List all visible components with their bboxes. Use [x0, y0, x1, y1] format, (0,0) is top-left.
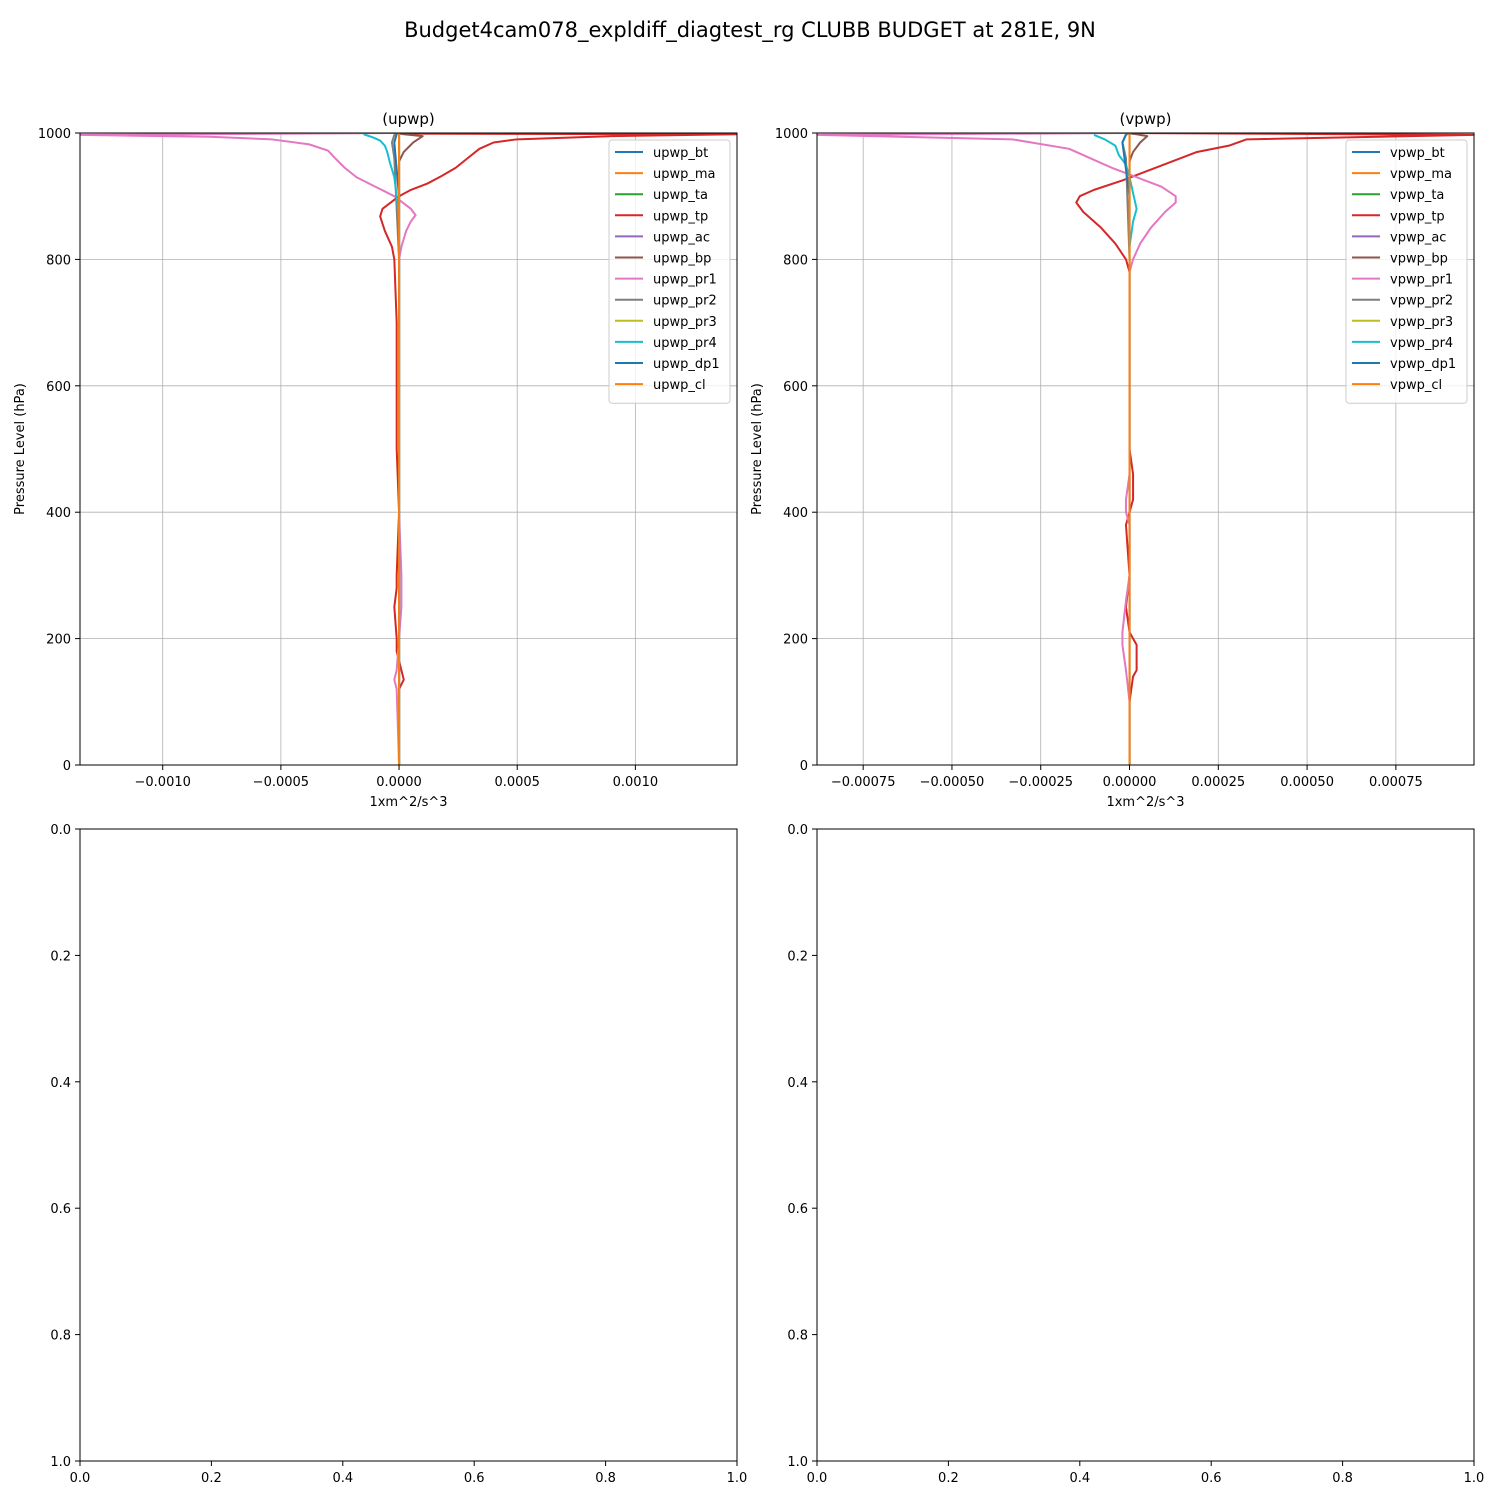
x-axis-label: 1xm^2/s^3 — [369, 795, 447, 810]
y-tick-label: 1000 — [775, 127, 808, 142]
y-tick-label: 0.0 — [50, 823, 71, 838]
legend-label-vpwp_pr1: vpwp_pr1 — [1390, 273, 1453, 288]
x-tick-label: 0.00075 — [1369, 775, 1423, 790]
x-tick-label: 0.0005 — [494, 775, 540, 790]
x-tick-label: 1.0 — [727, 1471, 748, 1486]
x-tick-label: −0.0010 — [135, 775, 191, 790]
legend-label-vpwp_bt: vpwp_bt — [1390, 146, 1445, 161]
x-tick-label: 0.00025 — [1191, 775, 1245, 790]
x-tick-label: −0.0005 — [253, 775, 309, 790]
axes-frame — [816, 132, 1475, 766]
series-line-vpwp_pr1 — [817, 133, 1177, 765]
subplot-title: (upwp) — [382, 110, 435, 128]
subplot-2: −0.00075 −0.00050 −0.00025 0.00000 0.00025 0.… — [750, 110, 1475, 810]
y-axis-label: Pressure Level (hPa) — [750, 383, 765, 515]
y-tick-label: 600 — [783, 380, 808, 395]
x-tick-label: 0.0000 — [376, 775, 422, 790]
x-tick-label: 0.6 — [1201, 1471, 1222, 1486]
subplot-1: −0.0010 −0.0005 0.0000 0.0005 0.0010 0 200 400 6… — [13, 110, 738, 810]
x-tick-label: 0.0 — [70, 1471, 91, 1486]
x-tick-label: 0.00000 — [1103, 775, 1157, 790]
y-tick-label: 600 — [46, 380, 71, 395]
x-tick-label: 0.00050 — [1280, 775, 1334, 790]
y-tick-label: 0.6 — [787, 1202, 808, 1217]
y-tick-label: 0 — [800, 759, 808, 774]
x-tick-label: 0.4 — [332, 1471, 353, 1486]
y-tick-label: 0.0 — [787, 823, 808, 838]
legend-label-upwp_pr3: upwp_pr3 — [653, 315, 717, 330]
legend-label-upwp_cl: upwp_cl — [653, 378, 706, 393]
series-line-upwp_tp — [379, 133, 737, 765]
legend-box — [1345, 139, 1468, 404]
x-tick-label: 0.6 — [464, 1471, 485, 1486]
legend-label-vpwp_bp: vpwp_bp — [1390, 252, 1448, 267]
x-tick-label: −0.00025 — [1008, 775, 1073, 790]
axes-frame — [816, 828, 1475, 1462]
legend-label-upwp_pr2: upwp_pr2 — [653, 294, 717, 309]
y-tick-label: 0.8 — [787, 1329, 808, 1344]
legend-label-vpwp_cl: vpwp_cl — [1390, 378, 1442, 393]
y-tick-label: 800 — [783, 253, 808, 268]
x-axis-label: 1xm^2/s^3 — [1106, 795, 1184, 810]
legend-label-vpwp_pr4: vpwp_pr4 — [1390, 336, 1453, 351]
y-tick-label: 200 — [783, 633, 808, 648]
x-tick-label: −0.00050 — [920, 775, 985, 790]
subplot-3: 0.0 0.2 0.4 0.6 0.8 1.00.00.20.40.60.81.0 — [50, 823, 747, 1486]
legend-label-vpwp_pr3: vpwp_pr3 — [1390, 315, 1453, 330]
legend-label-upwp_bt: upwp_bt — [653, 146, 708, 161]
x-tick-label: 0.8 — [1332, 1471, 1353, 1486]
legend-label-vpwp_ta: vpwp_ta — [1390, 188, 1444, 203]
figure-suptitle: Budget4cam078_expldiff_diagtest_rg CLUBB… — [404, 18, 1096, 43]
x-tick-label: 0.0 — [807, 1471, 828, 1486]
y-tick-label: 0.4 — [787, 1076, 808, 1091]
x-tick-label: 0.2 — [201, 1471, 222, 1486]
axes-frame — [79, 132, 738, 766]
legend-label-vpwp_tp: vpwp_tp — [1390, 209, 1445, 224]
y-tick-label: 0.4 — [50, 1076, 71, 1091]
y-tick-label: 0.6 — [50, 1202, 71, 1217]
legend-label-upwp_ac: upwp_ac — [653, 230, 710, 245]
y-axis-label: Pressure Level (hPa) — [13, 383, 28, 515]
x-tick-label: 0.2 — [938, 1471, 959, 1486]
x-tick-label: 1.0 — [1464, 1471, 1485, 1486]
x-tick-label: 0.8 — [595, 1471, 616, 1486]
x-tick-label: −0.00075 — [831, 775, 896, 790]
axes-frame — [79, 828, 738, 1462]
y-tick-label: 1000 — [38, 127, 71, 142]
legend: upwp_bt upwp_ma upwp_ta upwp_tp upwp_ac upwp_… — [608, 139, 731, 404]
charts: −0.0010 −0.0005 0.0000 0.0005 0.0010 0 200 400 6… — [13, 110, 1484, 1486]
y-tick-label: 1.0 — [50, 1455, 71, 1470]
y-tick-label: 200 — [46, 633, 71, 648]
y-tick-label: 0 — [63, 759, 71, 774]
legend-label-vpwp_dp1: vpwp_dp1 — [1390, 357, 1456, 372]
legend-label-vpwp_pr2: vpwp_pr2 — [1390, 294, 1453, 309]
y-tick-label: 800 — [46, 253, 71, 268]
y-tick-label: 1.0 — [787, 1455, 808, 1470]
series-line-vpwp_tp — [1075, 133, 1474, 765]
series-group — [817, 133, 1474, 765]
legend-label-upwp_dp1: upwp_dp1 — [653, 357, 720, 372]
subplot-4: 0.0 0.2 0.4 0.6 0.8 1.00.00.20.40.60.81.0 — [787, 823, 1484, 1486]
legend-label-vpwp_ac: vpwp_ac — [1390, 230, 1446, 245]
legend-label-upwp_pr1: upwp_pr1 — [653, 273, 717, 288]
legend-label-upwp_ma: upwp_ma — [653, 167, 716, 182]
legend-label-vpwp_ma: vpwp_ma — [1390, 167, 1452, 182]
series-group — [80, 133, 737, 765]
y-tick-label: 400 — [783, 506, 808, 521]
x-tick-label: 0.4 — [1069, 1471, 1090, 1486]
y-tick-label: 400 — [46, 506, 71, 521]
y-tick-label: 0.8 — [50, 1329, 71, 1344]
subplot-title: (vpwp) — [1120, 110, 1172, 128]
legend-label-upwp_pr4: upwp_pr4 — [653, 336, 717, 351]
x-tick-label: 0.0010 — [613, 775, 659, 790]
y-tick-label: 0.2 — [787, 949, 808, 964]
legend: vpwp_bt vpwp_ma vpwp_ta vpwp_tp vpwp_ac vpwp_… — [1345, 139, 1468, 404]
legend-label-upwp_ta: upwp_ta — [653, 188, 708, 203]
y-tick-label: 0.2 — [50, 949, 71, 964]
legend-box — [608, 139, 731, 404]
legend-label-upwp_bp: upwp_bp — [653, 252, 711, 267]
legend-label-upwp_tp: upwp_tp — [653, 209, 708, 224]
